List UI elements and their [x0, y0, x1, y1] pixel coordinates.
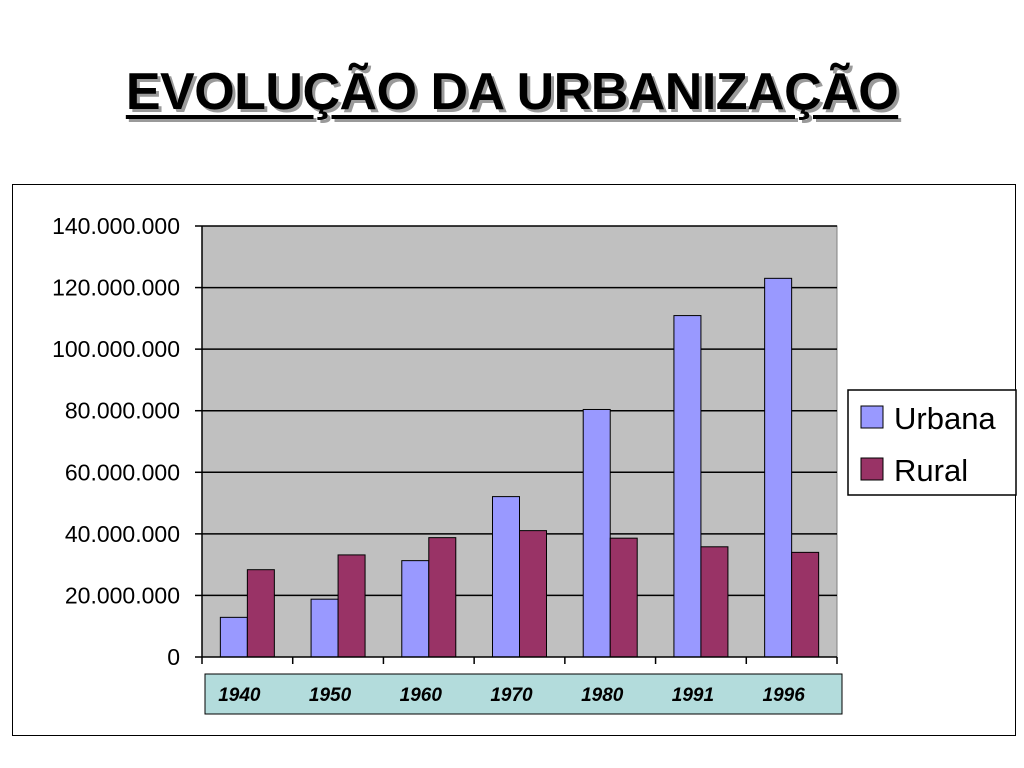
y-tick-label: 60.000.000: [65, 459, 180, 485]
bar-urbana-1960: [401, 560, 430, 658]
x-tick-label: 1970: [490, 685, 533, 706]
y-tick-label: 40.000.000: [65, 521, 180, 547]
legend-label-rural: Rural: [894, 453, 968, 488]
bar-rural-1950: [337, 554, 366, 658]
legend-swatch-rural: [860, 457, 884, 481]
y-tick-label: 140.000.000: [52, 213, 180, 239]
x-axis-label-band: [204, 673, 843, 715]
y-tick-label: 80.000.000: [65, 398, 180, 424]
bar-urbana-1996: [764, 277, 793, 658]
x-tick-label: 1950: [309, 685, 352, 706]
y-tick-label: 0: [167, 644, 180, 670]
bar-urbana-1980: [582, 408, 611, 658]
bar-rural-1996: [791, 551, 820, 658]
bar-urbana-1970: [492, 496, 520, 658]
bar-rural-1980: [609, 537, 638, 658]
x-tick-label: 1940: [218, 685, 261, 706]
bar-urbana-1950: [310, 598, 339, 658]
bar-rural-1960: [428, 537, 457, 658]
y-tick-label: 100.000.000: [52, 336, 180, 362]
y-tick-label: 120.000.000: [52, 275, 180, 301]
bar-rural-1940: [246, 569, 275, 658]
x-tick-label: 1960: [400, 685, 443, 706]
legend-label-urbana: Urbana: [894, 401, 996, 436]
legend-swatch-urbana: [860, 405, 884, 429]
x-tick-label: 1980: [581, 685, 624, 706]
bar-rural-1970: [519, 530, 547, 658]
bar-urbana-1991: [673, 315, 702, 658]
bar-urbana-1940: [219, 616, 248, 658]
slide-title: EVOLUÇÃO DA URBANIZAÇÃO: [125, 63, 899, 121]
y-tick-label: 20.000.000: [65, 582, 180, 608]
x-tick-label: 1996: [763, 685, 806, 706]
bar-rural-1991: [700, 546, 729, 658]
x-tick-label: 1991: [672, 685, 714, 706]
